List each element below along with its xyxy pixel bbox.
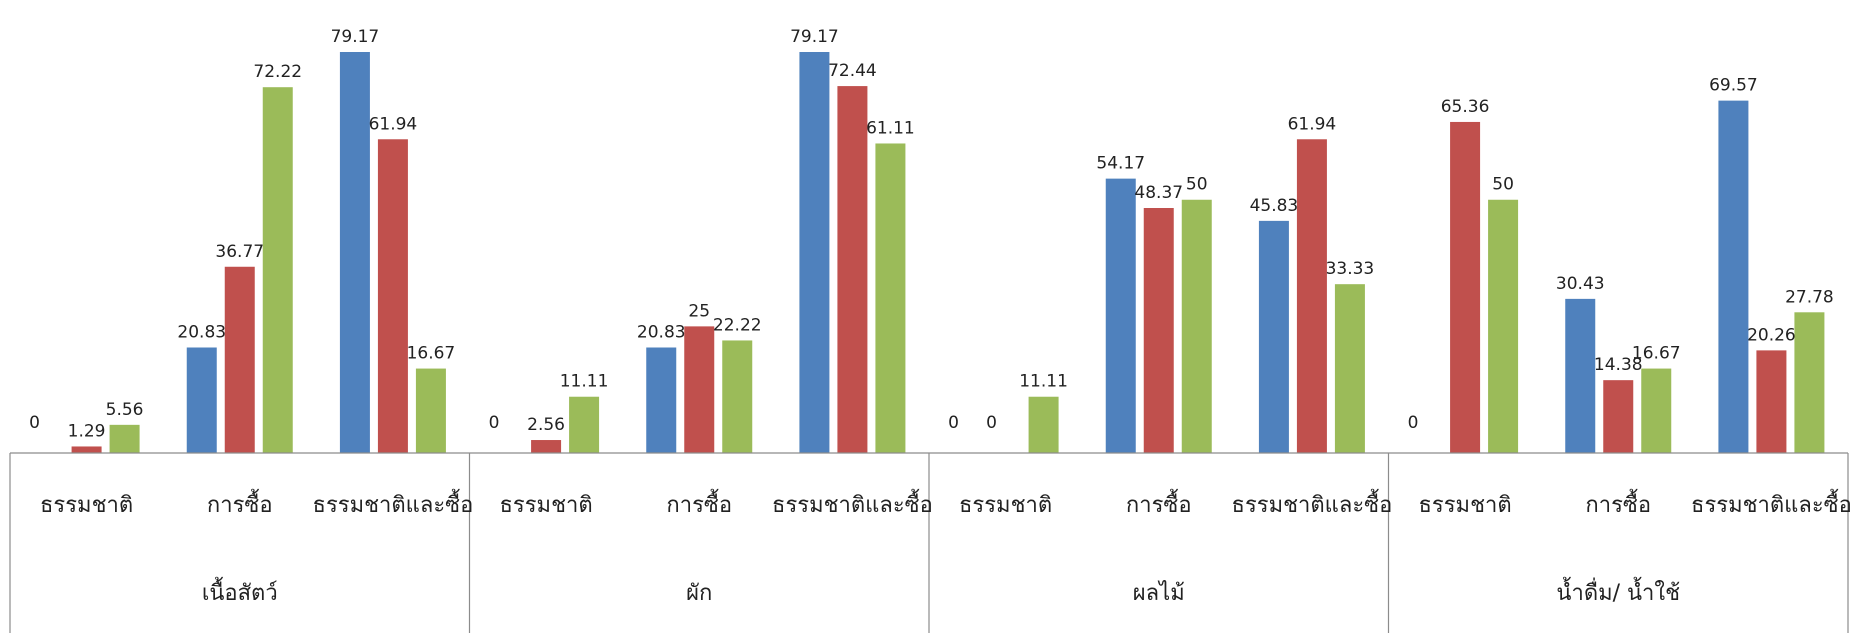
data-label: 36.77 xyxy=(215,242,264,262)
data-label: 65.36 xyxy=(1441,97,1490,117)
data-label: 27.78 xyxy=(1785,287,1834,307)
axis-layer xyxy=(9,452,1849,633)
bar xyxy=(1565,298,1596,453)
bar xyxy=(1718,100,1749,453)
bar xyxy=(1488,199,1519,453)
bar xyxy=(186,347,217,453)
bar xyxy=(722,340,753,453)
bar xyxy=(837,86,868,454)
bar xyxy=(262,87,293,454)
category-tick-label: ธรรมชาติและซื้อ xyxy=(1691,489,1852,518)
category-tick-label: ธรรมชาติ xyxy=(1419,493,1512,518)
bar xyxy=(1794,312,1825,453)
data-label: 14.38 xyxy=(1594,355,1643,375)
group-labels-layer: เนื้อสัตว์ ผัก ผลไม้ น้ำดื่ม/ น้ำใช้ xyxy=(202,577,1680,606)
data-label: 11.11 xyxy=(560,372,609,392)
category-tick-label: ธรรมชาติ xyxy=(40,493,133,518)
data-label: 11.11 xyxy=(1019,372,1068,392)
data-label: 0 xyxy=(1408,413,1419,433)
data-label: 79.17 xyxy=(790,27,839,47)
data-label: 1.29 xyxy=(68,421,106,441)
bar xyxy=(875,143,906,454)
bar xyxy=(1028,396,1059,453)
category-tick-label: การซื้อ xyxy=(207,489,273,518)
bar xyxy=(415,368,446,453)
group-tick-label: ผัก xyxy=(686,581,712,606)
category-tick-label: ธรรมชาติ xyxy=(500,493,593,518)
bar xyxy=(646,347,677,453)
bar xyxy=(1296,139,1327,453)
category-labels-layer: ธรรมชาติ การซื้อ ธรรมชาติและซื้อ ธรรมชาติ กา… xyxy=(40,489,1852,518)
category-tick-label: ธรรมชาติและซื้อ xyxy=(313,489,474,518)
bar xyxy=(1105,178,1136,453)
value-labels-layer: 0 1.295.56 20.83 36.77 72.22 79.17 61.94 16.67 0… xyxy=(29,27,1834,441)
bar xyxy=(1756,350,1787,453)
bar xyxy=(71,446,102,453)
category-tick-label: การซื้อ xyxy=(1126,489,1192,518)
bar xyxy=(1258,220,1289,453)
bar xyxy=(799,52,830,453)
bar xyxy=(109,424,140,453)
data-label: 30.43 xyxy=(1556,274,1605,294)
data-label: 16.67 xyxy=(407,344,456,364)
group-tick-label: ผลไม้ xyxy=(1133,580,1185,606)
category-tick-label: การซื้อ xyxy=(666,489,732,518)
data-label: 48.37 xyxy=(1134,183,1183,203)
bar xyxy=(1181,199,1212,453)
data-label: 61.94 xyxy=(369,114,418,134)
bar xyxy=(339,52,370,453)
bar xyxy=(1603,380,1634,453)
data-label: 20.26 xyxy=(1747,325,1796,345)
data-label: 45.83 xyxy=(1250,196,1299,216)
data-label: 72.44 xyxy=(828,61,877,81)
bar xyxy=(224,266,255,453)
category-tick-label: ธรรมชาติ xyxy=(959,493,1052,518)
data-label: 20.83 xyxy=(177,322,226,342)
group-tick-label: เนื้อสัตว์ xyxy=(202,577,278,606)
bar xyxy=(569,396,600,453)
data-label: 69.57 xyxy=(1709,76,1758,96)
data-label: 79.17 xyxy=(331,27,380,47)
data-label: 0 xyxy=(489,413,500,433)
data-label: 54.17 xyxy=(1096,154,1145,174)
bar xyxy=(531,440,562,453)
bar xyxy=(684,326,715,453)
group-tick-label: น้ำดื่ม/ น้ำใช้ xyxy=(1556,577,1680,606)
data-label: 72.22 xyxy=(253,62,302,82)
data-label: 22.22 xyxy=(713,315,762,335)
bar xyxy=(1450,121,1481,454)
data-label: 61.11 xyxy=(866,118,915,138)
bars-layer xyxy=(71,52,1825,454)
data-label: 50 xyxy=(1186,175,1208,195)
bar xyxy=(1334,284,1365,453)
data-label: 2.56 xyxy=(527,415,565,435)
data-label: 25 xyxy=(688,301,710,321)
bar xyxy=(377,139,408,453)
category-tick-label: ธรรมชาติและซื้อ xyxy=(1232,489,1393,518)
category-tick-label: ธรรมชาติและซื้อ xyxy=(772,489,933,518)
data-label: 50 xyxy=(1492,175,1514,195)
category-tick-label: การซื้อ xyxy=(1585,489,1651,518)
data-label: 0 xyxy=(29,413,40,433)
data-label: 20.83 xyxy=(637,322,686,342)
data-label: 33.33 xyxy=(1326,259,1375,279)
data-label: 16.67 xyxy=(1632,344,1681,364)
data-label: 61.94 xyxy=(1288,114,1337,134)
data-label: 0 xyxy=(986,413,997,433)
bar xyxy=(1143,208,1174,453)
data-label: 5.56 xyxy=(106,400,144,420)
data-label: 0 xyxy=(948,413,959,433)
bar xyxy=(1641,368,1672,453)
